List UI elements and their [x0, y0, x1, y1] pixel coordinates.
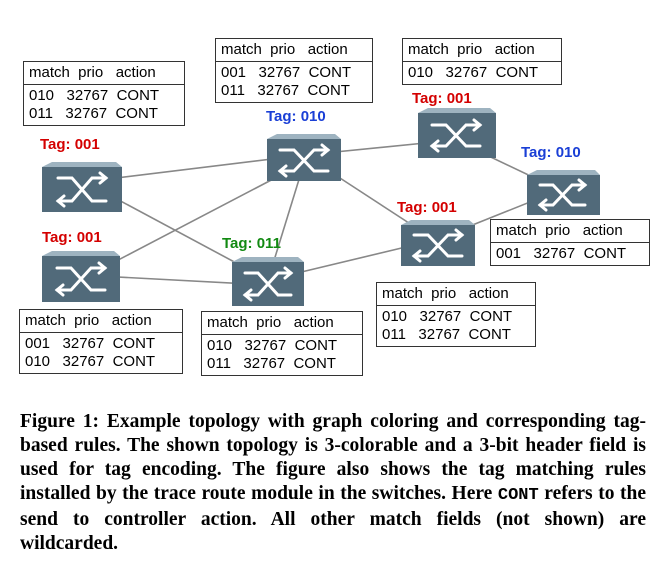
- table-row: 010 32767 CONT: [29, 87, 160, 104]
- rule-table-t7: match prio action 010 32767 CONT 011 327…: [201, 311, 363, 376]
- rule-table-t4: match prio action 001 32767 CONT: [490, 219, 650, 266]
- rule-table-t1: match prio action 010 32767 CONT 011 327…: [23, 61, 185, 126]
- rule-table-t5: match prio action 010 32767 CONT 011 327…: [376, 282, 536, 347]
- switch-s4: [527, 170, 600, 215]
- table-header: match prio action: [20, 310, 182, 333]
- table-header: match prio action: [202, 312, 362, 335]
- tag-label-s2: Tag: 010: [266, 108, 326, 125]
- switch-s5: [42, 251, 120, 302]
- caption-label: Figure 1:: [20, 411, 100, 432]
- table-row: 001 32767 CONT: [221, 64, 352, 81]
- switch-s6: [232, 257, 304, 306]
- tag-label-s3: Tag: 001: [412, 90, 472, 107]
- table-row: 010 32767 CONT: [207, 337, 338, 354]
- figure-caption: Figure 1: Example topology with graph co…: [20, 410, 646, 556]
- table-row: 001 32767 CONT: [496, 245, 627, 262]
- caption-text-end: refers to the send to controller action.…: [20, 483, 646, 554]
- caption-text: Example topology with graph coloring and…: [20, 411, 646, 504]
- table-row: 011 32767 CONT: [382, 326, 511, 343]
- rule-table-t2: match prio action 001 32767 CONT 011 327…: [215, 38, 373, 103]
- table-header: match prio action: [24, 62, 184, 85]
- switch-s7: [401, 220, 475, 266]
- tag-label-s7: Tag: 001: [397, 199, 457, 216]
- tag-label-s6: Tag: 011: [222, 235, 281, 252]
- tag-label-s5: Tag: 001: [42, 229, 102, 246]
- rule-table-t3: match prio action 010 32767 CONT: [402, 38, 562, 85]
- topology-diagram: [42, 108, 600, 306]
- table-row: 011 32767 CONT: [207, 355, 336, 372]
- table-header: match prio action: [491, 220, 649, 243]
- caption-code: CONT: [497, 486, 539, 505]
- tag-label-s4: Tag: 010: [521, 144, 581, 161]
- tag-label-s1: Tag: 001: [40, 136, 100, 153]
- table-header: match prio action: [377, 283, 535, 306]
- table-row: 011 32767 CONT: [221, 82, 350, 99]
- switch-s3: [418, 108, 496, 158]
- table-header: match prio action: [403, 39, 561, 62]
- table-header: match prio action: [216, 39, 372, 62]
- table-row: 011 32767 CONT: [29, 105, 158, 122]
- rule-table-t6: match prio action 001 32767 CONT 010 327…: [19, 309, 183, 374]
- table-row: 010 32767 CONT: [408, 64, 539, 81]
- table-row: 010 32767 CONT: [25, 353, 156, 370]
- switch-s2: [267, 134, 341, 181]
- switch-s1: [42, 162, 122, 212]
- table-row: 001 32767 CONT: [25, 335, 156, 352]
- table-row: 010 32767 CONT: [382, 308, 513, 325]
